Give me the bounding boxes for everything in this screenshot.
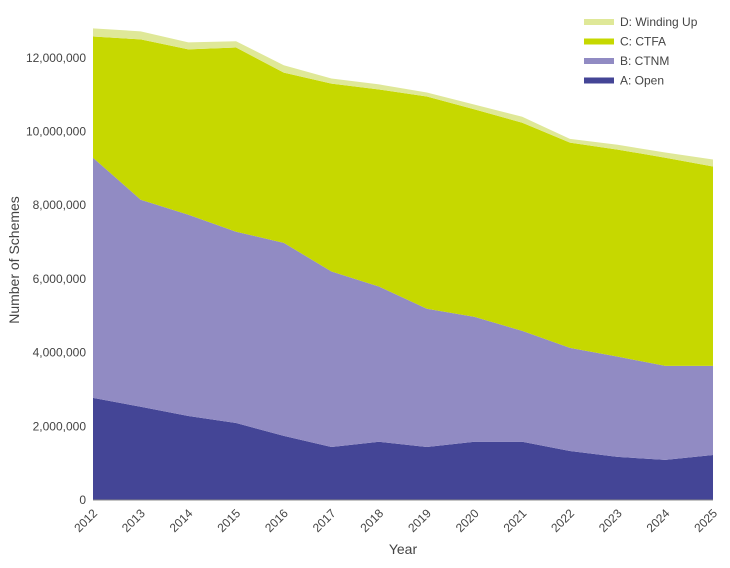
legend-label: D: Winding Up [620, 15, 698, 29]
y-tick-label: 2,000,000 [33, 419, 87, 433]
x-tick-label: 2022 [548, 506, 577, 535]
x-tick-label: 2013 [119, 506, 148, 535]
area-c [93, 36, 713, 366]
legend-label: C: CTFA [620, 35, 666, 49]
y-tick-label: 0 [79, 493, 86, 507]
legend-swatch [584, 38, 614, 45]
x-tick-label: 2021 [501, 506, 530, 535]
y-tick-label: 12,000,000 [26, 51, 86, 65]
y-tick-label: 6,000,000 [33, 272, 87, 286]
x-tick-label: 2018 [357, 506, 386, 535]
area-a [93, 397, 713, 500]
x-tick-label: 2017 [310, 506, 339, 535]
x-tick-label: 2012 [71, 506, 100, 535]
legend-swatch [584, 58, 614, 64]
legend-label: B: CTNM [620, 54, 669, 68]
y-tick-label: 10,000,000 [26, 125, 86, 139]
y-tick-label: 4,000,000 [33, 346, 87, 360]
x-tick-label: 2015 [214, 506, 243, 535]
x-axis-label: Year [389, 541, 418, 557]
legend-swatch [584, 19, 614, 25]
y-axis-label: Number of Schemes [6, 196, 22, 324]
legend-label: A: Open [620, 74, 664, 88]
x-tick-label: 2024 [644, 506, 673, 535]
x-tick-label: 2019 [405, 506, 434, 535]
x-tick-label: 2016 [262, 506, 291, 535]
area-b [93, 157, 713, 460]
x-tick-label: 2020 [453, 506, 482, 535]
legend-swatch [584, 77, 614, 84]
legend: D: Winding Up C: CTFA B: CTNM A: Open [584, 15, 698, 88]
y-tick-label: 8,000,000 [33, 198, 87, 212]
x-tick-label: 2025 [691, 506, 720, 535]
x-tick-label: 2023 [596, 506, 625, 535]
area-d [93, 28, 713, 167]
x-tick-label: 2014 [167, 506, 196, 535]
